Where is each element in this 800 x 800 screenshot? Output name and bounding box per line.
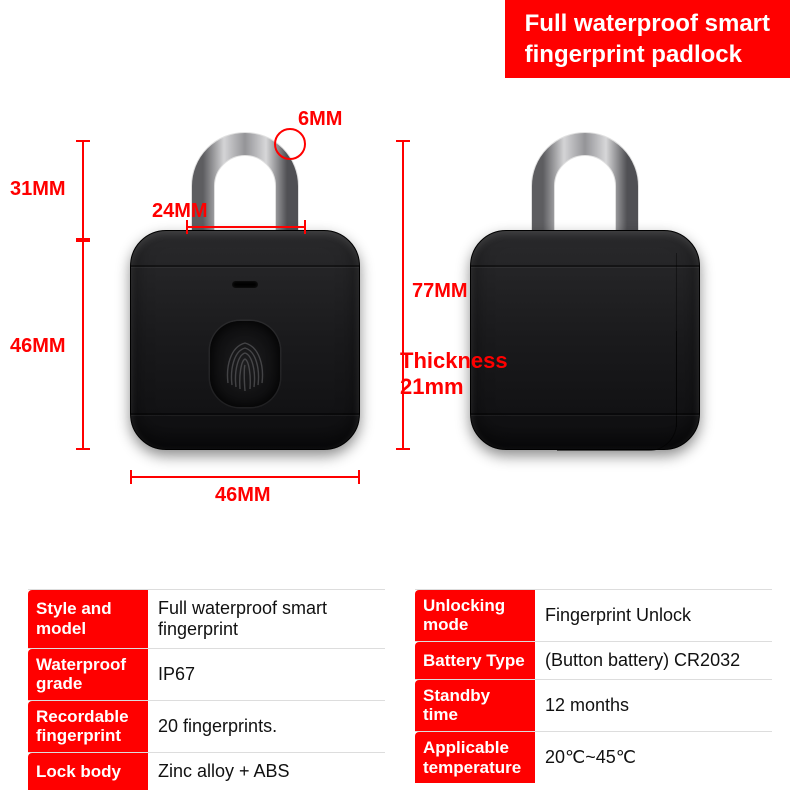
spec-row: Battery Type (Button battery) CR2032 [415,641,772,679]
spec-key: Standby time [415,680,535,731]
thickness-label: Thickness 21mm [400,348,508,401]
title-line1: Full waterproof smart [525,8,770,39]
spec-val: (Button battery) CR2032 [535,642,772,679]
thickness-word: Thickness [400,348,508,374]
dim-body-width: 46MM [215,484,271,507]
dim-body-height: 46MM [10,335,66,358]
spec-key: Recordable fingerprint [28,701,148,752]
dim-overall-height: 77MM [412,280,468,303]
led-indicator-icon [232,281,258,288]
lock-body-front [130,230,360,450]
spec-val: 20℃~45℃ [535,732,772,783]
spec-table: Style and model Full waterproof smart fi… [28,589,772,790]
padlock-side [470,130,700,450]
title-line2: fingerprint padlock [525,39,770,70]
dim-line-body-w [130,476,360,478]
spec-key: Applicable temperature [415,732,535,783]
spec-row: Lock body Zinc alloy + ABS [28,752,385,790]
spec-key: Unlocking mode [415,590,535,641]
spec-grid: Style and model Full waterproof smart fi… [28,589,772,790]
spec-val: Fingerprint Unlock [535,590,772,641]
spec-row: Style and model Full waterproof smart fi… [28,589,385,648]
dim-line-shackle-h [82,140,84,240]
dim-shackle-diameter: 6MM [298,108,342,131]
padlock-front [130,130,360,450]
spec-row: Recordable fingerprint 20 fingerprints. [28,700,385,752]
thickness-value: 21mm [400,374,508,400]
spec-key: Battery Type [415,642,535,679]
spec-val: Zinc alloy + ABS [148,753,385,790]
fingerprint-sensor [210,321,280,407]
spec-row: Applicable temperature 20℃~45℃ [415,731,772,783]
lock-body-side [470,230,700,450]
spec-key: Style and model [28,590,148,648]
title-banner: Full waterproof smart fingerprint padloc… [505,0,790,78]
spec-val: 20 fingerprints. [148,701,385,752]
spec-val: 12 months [535,680,772,731]
spec-val: Full waterproof smart fingerprint [148,590,385,648]
spec-key: Waterproof grade [28,649,148,700]
spec-col-right: Unlocking mode Fingerprint Unlock Batter… [415,589,772,790]
dim-shackle-inner: 24MM [152,200,208,223]
spec-col-left: Style and model Full waterproof smart fi… [28,589,385,790]
spec-row: Waterproof grade IP67 [28,648,385,700]
dim-line-body-h [82,240,84,450]
fingerprint-icon [222,333,268,393]
dim-line-overall-height [402,140,404,450]
spec-key: Lock body [28,753,148,790]
product-area: 77MM 31MM 46MM 46MM 24MM 6MM Thickness 2… [0,90,800,530]
spec-row: Unlocking mode Fingerprint Unlock [415,589,772,641]
dim-shackle-height: 31MM [10,178,66,201]
dim-line-inner-w [186,226,306,228]
dim-circle-6mm [274,128,306,160]
spec-row: Standby time 12 months [415,679,772,731]
spec-val: IP67 [148,649,385,700]
shackle-side [515,130,655,230]
